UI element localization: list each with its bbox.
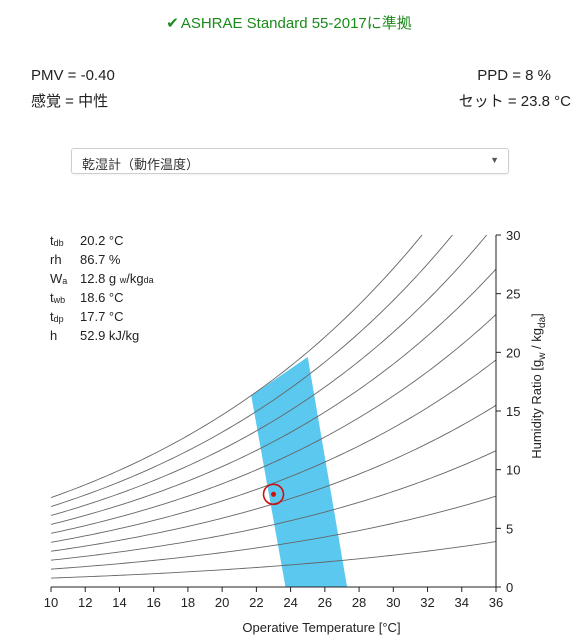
x-tick-label-26: 26 <box>318 595 332 610</box>
rh-curve-60 <box>51 314 496 534</box>
property-row-tdp: tdp 17.7 °C <box>50 309 124 324</box>
rh-curve-100 <box>51 235 423 499</box>
x-tick-label-20: 20 <box>215 595 229 610</box>
chart-type-select[interactable]: 乾湿計（動作温度） ▼ <box>71 148 509 174</box>
x-axis-label: Operative Temperature [°C] <box>242 620 400 635</box>
rh-curve-90 <box>51 235 453 507</box>
x-tick-label-12: 12 <box>78 595 92 610</box>
tdb-value: 20.2 °C <box>80 233 124 248</box>
y-tick-label-25: 25 <box>506 287 520 302</box>
y-tick-label-30: 30 <box>506 228 520 243</box>
y-tick-label-10: 10 <box>506 463 520 478</box>
rh-curve-80 <box>51 235 488 516</box>
y-axis-label: Humidity Ratio [gw / kgda] <box>529 313 548 459</box>
ppd-value: PPD = 8 % <box>477 67 551 84</box>
set-value: セット = 23.8 °C <box>458 93 571 110</box>
air-properties-panel: tdb 20.2 °C rh 86.7 % Wa 12.8 g w/kgda twb 1… <box>50 231 154 345</box>
rh-curve-70 <box>51 268 496 525</box>
x-tick-label-34: 34 <box>455 595 469 610</box>
pmv-value: PMV = -0.40 <box>31 67 115 84</box>
rh-curve-30 <box>51 450 496 561</box>
chart-type-select-value: 乾湿計（動作温度） <box>82 157 200 172</box>
twb-value: 18.6 °C <box>80 290 124 305</box>
property-row-h: h 52.9 kJ/kg <box>50 328 140 343</box>
property-row-twb: twb 18.6 °C <box>50 290 124 305</box>
y-tick-label-15: 15 <box>506 404 520 419</box>
h-value: 52.9 kJ/kg <box>80 328 140 343</box>
property-row-rh: rh 86.7 % <box>50 252 121 267</box>
property-row-tdb: tdb 20.2 °C <box>50 233 124 248</box>
rh-curve-20 <box>51 495 496 570</box>
compliance-status: ✔ ASHRAE Standard 55-2017に準拠 <box>0 12 578 33</box>
compliance-text: ASHRAE Standard 55-2017に準拠 <box>180 15 412 32</box>
x-tick-label-24: 24 <box>283 595 297 610</box>
x-tick-label-32: 32 <box>420 595 434 610</box>
x-tick-label-36: 36 <box>489 595 503 610</box>
y-tick-label-5: 5 <box>506 521 513 536</box>
x-tick-label-10: 10 <box>44 595 58 610</box>
chevron-down-icon: ▼ <box>490 155 499 165</box>
wa-value: 12.8 g w/kgda <box>80 271 154 286</box>
current-state-point <box>271 491 276 497</box>
comfort-zone <box>251 357 348 587</box>
x-tick-label-28: 28 <box>352 595 366 610</box>
tdp-value: 17.7 °C <box>80 309 124 324</box>
x-tick-label-22: 22 <box>249 595 263 610</box>
y-tick-label-0: 0 <box>506 580 513 595</box>
rh-value: 86.7 % <box>80 252 121 267</box>
rh-curve-50 <box>51 359 496 543</box>
x-tick-label-18: 18 <box>181 595 195 610</box>
x-tick-label-14: 14 <box>112 595 126 610</box>
x-tick-label-16: 16 <box>146 595 160 610</box>
property-row-wa: Wa 12.8 g w/kgda <box>50 271 154 286</box>
y-tick-label-20: 20 <box>506 345 520 360</box>
rh-curve-10 <box>51 541 496 579</box>
sensation-value: 感覚 = 中性 <box>31 93 109 110</box>
x-tick-label-30: 30 <box>386 595 400 610</box>
check-icon: ✔ <box>166 15 179 32</box>
current-state-ring <box>262 483 285 506</box>
